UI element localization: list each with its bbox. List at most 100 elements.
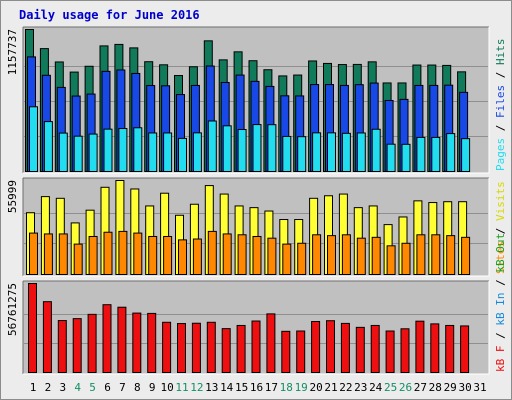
x-tick-label: 26 bbox=[399, 381, 412, 394]
kbytes-bar bbox=[340, 322, 350, 373]
kbytes-bar bbox=[206, 321, 216, 373]
legend-entry: Visits bbox=[494, 181, 507, 221]
kbytes-bar bbox=[370, 324, 380, 374]
x-tick-label: 1 bbox=[30, 381, 37, 394]
pages-bar bbox=[252, 124, 262, 172]
legend-entry: kB Out bbox=[494, 233, 507, 273]
kbytes-bar bbox=[87, 313, 97, 374]
pages-bar bbox=[148, 132, 158, 172]
pages-bar bbox=[386, 143, 396, 172]
kbytes-bar bbox=[311, 320, 321, 373]
x-tick-label: 8 bbox=[134, 381, 141, 394]
legend-entry: / bbox=[494, 65, 507, 85]
kbytes-bar bbox=[191, 322, 201, 373]
x-tick-label: 18 bbox=[280, 381, 293, 394]
hits-panel-legend: Pages / Files / Hits bbox=[494, 39, 507, 172]
sites-bar bbox=[446, 235, 456, 275]
pages-bar bbox=[416, 136, 426, 172]
sites-bar bbox=[88, 235, 98, 275]
sites-bar bbox=[29, 232, 38, 276]
pages-bar bbox=[356, 132, 366, 172]
sites-bar bbox=[312, 234, 322, 275]
pages-bar bbox=[207, 120, 217, 172]
kbytes-bar bbox=[117, 306, 127, 373]
pages-bar bbox=[267, 124, 277, 172]
sites-bar bbox=[103, 231, 113, 275]
pages-bar bbox=[341, 132, 351, 173]
kbytes-bar bbox=[430, 323, 440, 373]
pages-bar bbox=[461, 138, 471, 172]
x-tick-label: 11 bbox=[175, 381, 188, 394]
hits-panel-max-label: 1157737 bbox=[6, 29, 19, 75]
sites-bar bbox=[386, 245, 396, 275]
x-tick-label: 22 bbox=[339, 381, 352, 394]
x-tick-label: 10 bbox=[160, 381, 173, 394]
pages-bar bbox=[29, 106, 38, 172]
kbytes-bar bbox=[266, 313, 276, 374]
legend-entry: / bbox=[494, 118, 507, 138]
sites-bar bbox=[252, 235, 262, 275]
x-tick-label: 7 bbox=[119, 381, 126, 394]
kbytes-bar bbox=[28, 283, 37, 373]
legend-entry: Pages bbox=[494, 138, 507, 171]
x-tick-label: 6 bbox=[104, 381, 111, 394]
sites-bar bbox=[178, 239, 187, 275]
kbytes-panel-max-label: 56761275 bbox=[6, 283, 19, 336]
x-tick-label: 4 bbox=[74, 381, 81, 394]
sites-bar bbox=[58, 233, 68, 275]
pages-bar bbox=[133, 127, 143, 173]
legend-entry: / bbox=[494, 326, 507, 346]
pages-bar bbox=[118, 128, 128, 173]
sites-bar bbox=[237, 234, 247, 275]
sites-bar bbox=[282, 243, 292, 275]
kbytes-bar bbox=[460, 325, 470, 374]
sites-bar bbox=[297, 242, 307, 276]
legend-entry: Files bbox=[494, 85, 507, 118]
x-tick-label: 15 bbox=[235, 381, 248, 394]
pages-bar bbox=[43, 121, 53, 172]
kbytes-bar bbox=[177, 323, 186, 374]
pages-bar bbox=[163, 132, 173, 172]
pages-bar bbox=[282, 135, 292, 173]
sites-bar bbox=[267, 237, 277, 275]
x-tick-label: 13 bbox=[205, 381, 218, 394]
pages-bar bbox=[431, 136, 441, 172]
kbytes-bar bbox=[281, 330, 291, 374]
kbytes-bar bbox=[415, 320, 425, 374]
legend-entry: / bbox=[494, 273, 507, 293]
visits-panel-legend: Sites / Visits bbox=[494, 181, 507, 274]
kbytes-bar bbox=[296, 330, 306, 373]
kbytes-panel-legend: kB F / kB In / kB Out bbox=[494, 233, 507, 372]
sites-bar bbox=[73, 243, 83, 275]
kbytes-bar bbox=[132, 312, 142, 373]
kbytes-bar bbox=[251, 320, 261, 373]
pages-bar bbox=[327, 132, 336, 173]
x-tick-label: 31 bbox=[473, 381, 486, 394]
kbytes-bar bbox=[400, 328, 410, 373]
x-tick-label: 25 bbox=[384, 381, 397, 394]
x-tick-label: 28 bbox=[429, 381, 442, 394]
kbytes-bar bbox=[385, 330, 395, 373]
sites-bar bbox=[416, 234, 426, 275]
sites-bar bbox=[401, 242, 411, 276]
pages-bar bbox=[401, 143, 411, 173]
sites-bar bbox=[461, 236, 471, 276]
x-tick-label: 16 bbox=[250, 381, 263, 394]
kbytes-bar bbox=[355, 326, 365, 373]
x-tick-label: 14 bbox=[220, 381, 234, 394]
sites-bar bbox=[163, 235, 173, 275]
x-tick-label: 5 bbox=[89, 381, 96, 394]
pages-bar bbox=[297, 136, 307, 172]
kbytes-bar bbox=[147, 312, 157, 374]
sites-bar bbox=[222, 233, 232, 275]
sites-bar bbox=[207, 230, 217, 276]
sites-bar bbox=[118, 230, 128, 276]
sites-bar bbox=[327, 235, 336, 275]
pages-bar bbox=[237, 129, 247, 172]
kbytes-bar bbox=[445, 324, 455, 374]
kbytes-bar bbox=[162, 321, 172, 373]
kbytes-bar bbox=[326, 320, 335, 374]
pages-bar bbox=[73, 135, 83, 172]
legend-entry: / bbox=[494, 221, 507, 241]
sites-bar bbox=[356, 237, 366, 275]
